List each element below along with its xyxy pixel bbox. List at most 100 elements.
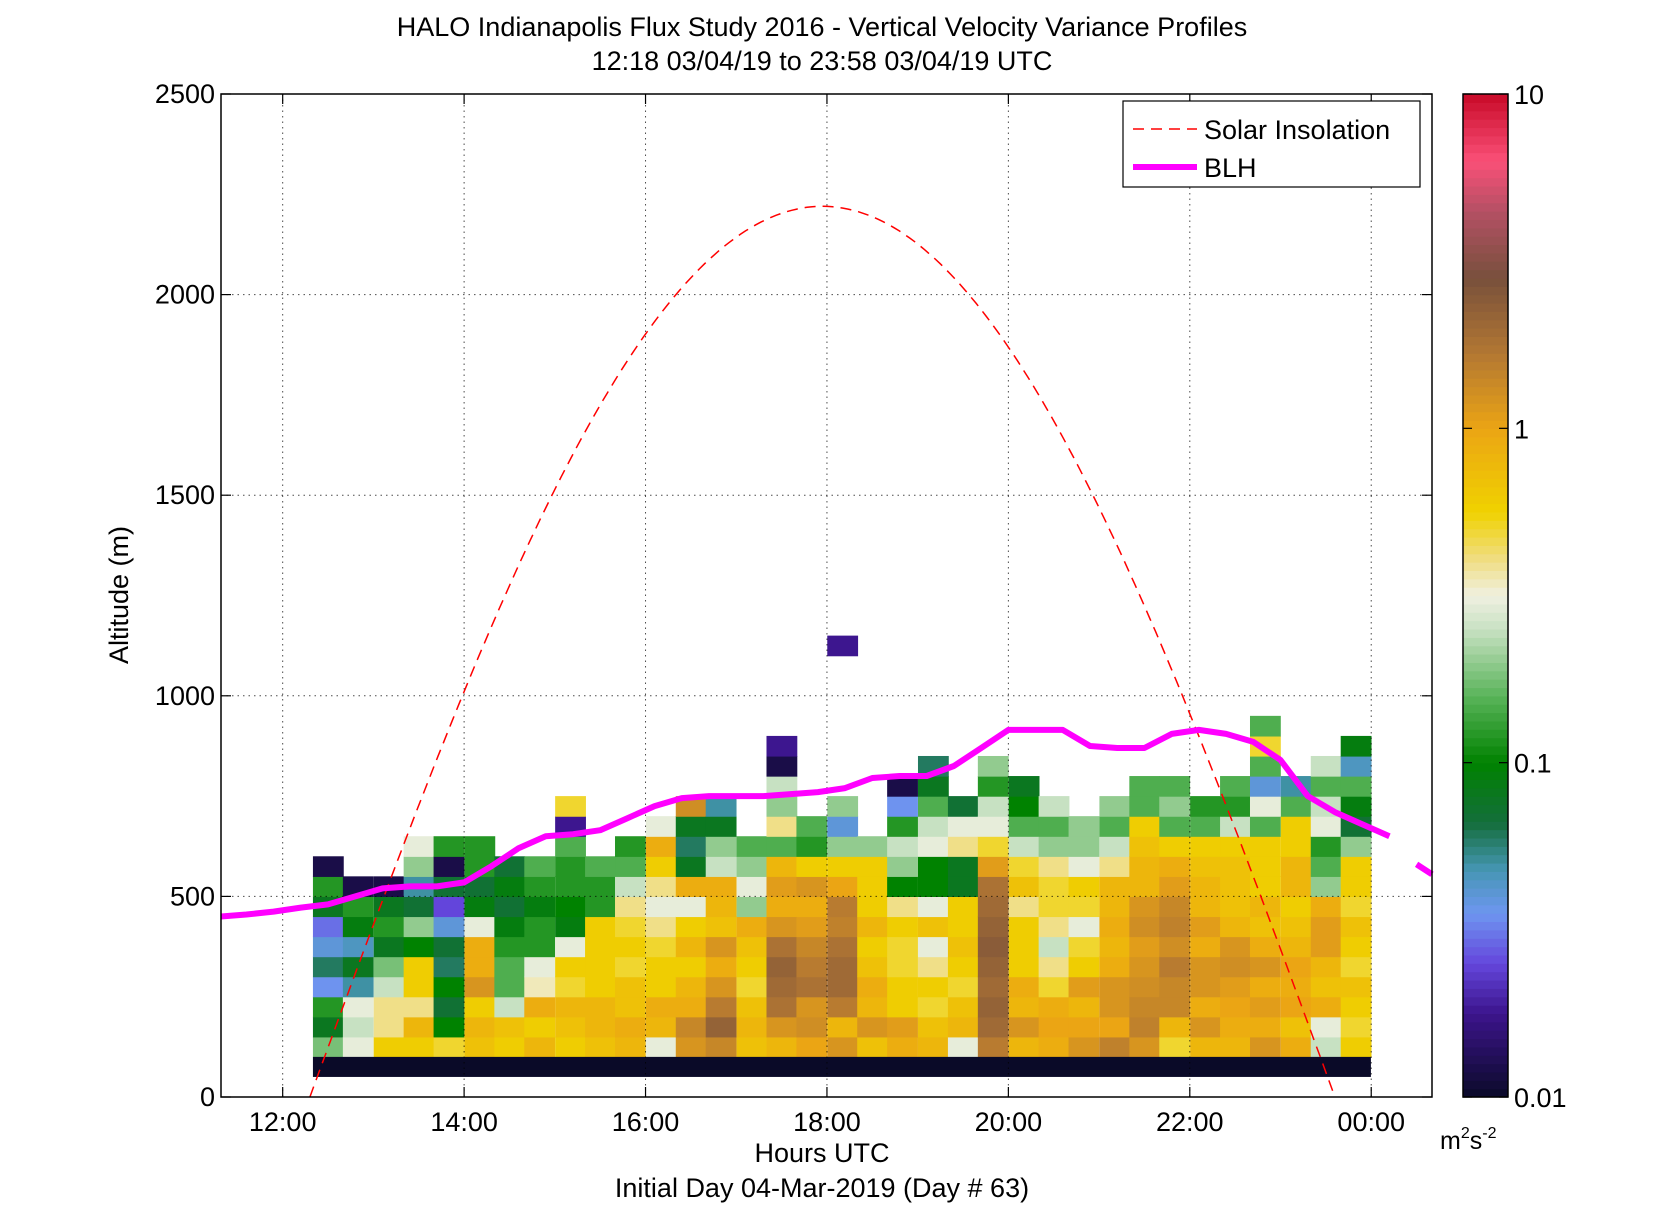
heatmap-cell — [464, 996, 496, 1018]
heatmap-cell — [736, 1016, 768, 1038]
colorbar-strip — [1463, 110, 1508, 120]
heatmap-cell — [494, 1036, 526, 1058]
heatmap-cell — [615, 996, 646, 1018]
colorbar-strip — [1463, 428, 1508, 438]
heatmap-cell — [1129, 776, 1161, 797]
heatmap-cell — [1129, 1016, 1161, 1038]
heatmap-cell — [827, 796, 859, 817]
heatmap-cell — [645, 836, 677, 857]
x-tick-label: 18:00 — [793, 1107, 861, 1137]
colorbar-strip — [1463, 545, 1508, 555]
heatmap-cell — [585, 976, 616, 998]
heatmap-cell — [917, 936, 949, 958]
colorbar-strip — [1463, 461, 1508, 471]
x-axis: 12:00 14:00 16:00 18:00 20:00 22:00 00:00 — [249, 94, 1405, 1137]
colorbar-strip — [1463, 252, 1508, 262]
colorbar-strip — [1463, 386, 1508, 396]
legend: Solar Insolation BLH — [1122, 100, 1421, 188]
colorbar-strip — [1463, 236, 1508, 246]
heatmap-cell — [766, 755, 798, 777]
heatmap-cell — [1008, 816, 1040, 837]
colorbar-strip — [1463, 687, 1508, 697]
heatmap-cell — [1340, 1016, 1372, 1038]
colorbar-strip — [1463, 779, 1508, 789]
colorbar-ticks: 0.01 0.1 1 10 — [1463, 80, 1567, 1113]
y-axis: 0 500 1000 1500 2000 2500 — [155, 79, 1432, 1112]
heatmap-cell — [1190, 816, 1221, 837]
heatmap-cell — [857, 916, 889, 938]
colorbar-strip — [1463, 720, 1508, 730]
heatmap-cell — [403, 856, 435, 877]
colorbar-strip — [1463, 520, 1508, 530]
heatmap-cell — [1249, 936, 1281, 958]
colorbar-tick-label: 10 — [1514, 80, 1544, 110]
heatmap-cell — [736, 956, 768, 978]
heatmap-cell — [1280, 1016, 1312, 1038]
heatmap-cell — [917, 976, 949, 998]
heatmap-cell — [857, 936, 889, 958]
heatmap-cell — [464, 1016, 496, 1038]
heatmap-cell — [555, 916, 586, 938]
heatmap-cell — [736, 856, 768, 877]
colorbar-strip — [1463, 879, 1508, 889]
heatmap-cell — [1280, 976, 1312, 998]
heatmap-cell — [342, 956, 374, 978]
heatmap-cell — [796, 816, 828, 837]
heatmap-cell — [555, 976, 586, 998]
colorbar-strip — [1463, 1030, 1508, 1040]
colorbar-strip — [1463, 946, 1508, 956]
heatmap-cell — [1249, 715, 1281, 737]
heatmap-cell — [1099, 856, 1131, 877]
x-tick-label: 12:00 — [249, 1107, 317, 1137]
heatmap-cell — [796, 996, 828, 1018]
heatmap-cell — [736, 1036, 768, 1058]
colorbar-tick-label: 1 — [1514, 414, 1529, 444]
colorbar-strip — [1463, 286, 1508, 296]
heatmap-cell — [947, 1016, 979, 1038]
heatmap-cell — [796, 976, 828, 998]
colorbar-strip — [1463, 511, 1508, 521]
colorbar-strip — [1463, 954, 1508, 964]
heatmap-cell — [1099, 936, 1131, 958]
heatmap-cell — [675, 1036, 707, 1058]
heatmap-cell — [1190, 1016, 1221, 1038]
heatmap-cell — [1129, 956, 1161, 978]
heatmap-cell — [796, 956, 828, 978]
heatmap-cell — [615, 836, 646, 857]
y-tick-label: 1500 — [155, 480, 215, 510]
heatmap-cell — [645, 1036, 677, 1058]
heatmap-cell — [1008, 936, 1040, 958]
colorbar-strip — [1463, 996, 1508, 1006]
heatmap-cell — [675, 896, 707, 918]
colorbar-strip — [1463, 135, 1508, 145]
heatmap-cell — [827, 635, 859, 657]
heatmap-cell — [433, 836, 465, 857]
heatmap-cell — [585, 856, 616, 877]
colorbar-strip — [1463, 921, 1508, 931]
heatmap-cell — [1038, 816, 1070, 837]
heatmap-cell — [1190, 836, 1221, 857]
heatmap-cell — [373, 956, 405, 978]
colorbar-strip — [1463, 570, 1508, 580]
colorbar-strip — [1463, 361, 1508, 371]
heatmap-cell — [403, 996, 435, 1018]
heatmap-cell — [312, 876, 344, 897]
heatmap-cell — [403, 936, 435, 958]
heatmap-cell — [947, 856, 979, 877]
heatmap-cell — [977, 776, 1009, 797]
heatmap-cell — [494, 1016, 526, 1038]
heatmap-cell — [917, 796, 949, 817]
colorbar-units: m2s-2 — [1440, 1125, 1497, 1155]
colorbar-strip — [1463, 854, 1508, 864]
colorbar-strip — [1463, 562, 1508, 572]
colorbar-strip — [1463, 1071, 1508, 1081]
heatmap-cell — [615, 976, 646, 998]
colorbar-strip — [1463, 1080, 1508, 1090]
heatmap-cell — [524, 896, 556, 918]
heatmap-cell — [977, 896, 1009, 918]
heatmap-cell — [1280, 856, 1312, 877]
heatmap-cell — [917, 816, 949, 837]
colorbar-strip — [1463, 846, 1508, 856]
heatmap-cell — [736, 896, 768, 918]
heatmap-cell — [1340, 876, 1372, 897]
